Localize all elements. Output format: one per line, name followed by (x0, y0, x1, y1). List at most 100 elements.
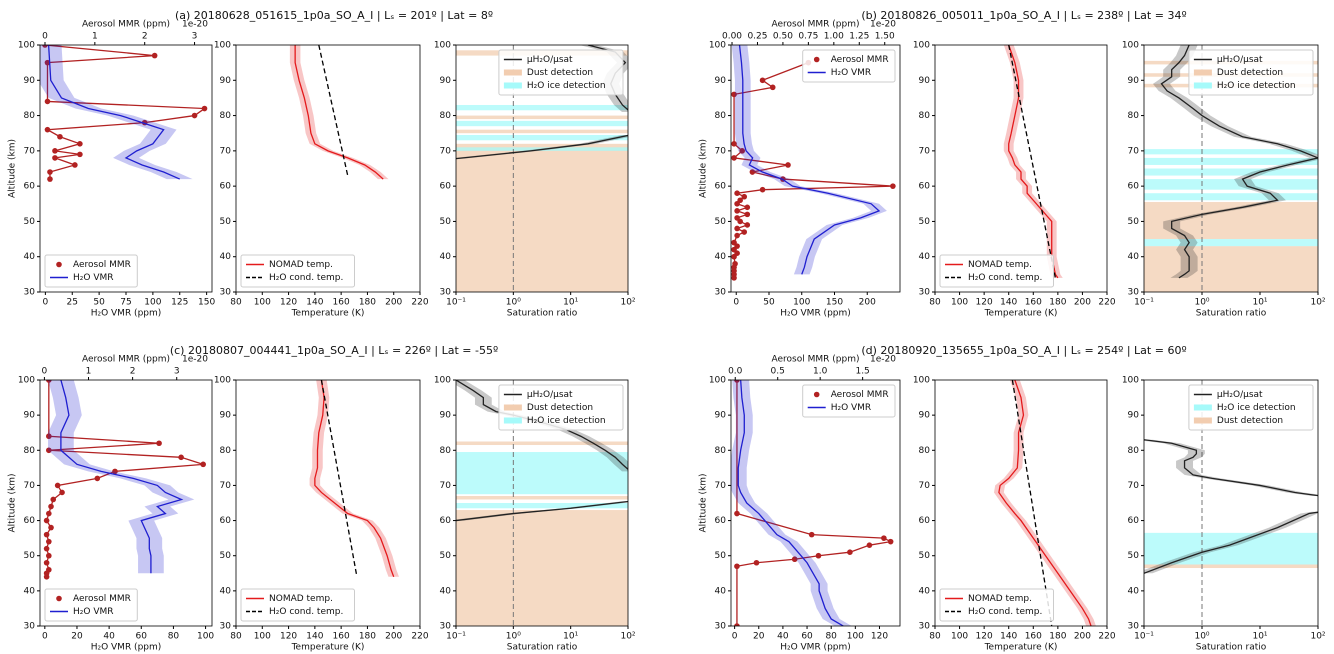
y-tick-label: 90 (440, 411, 452, 421)
axes-frame (730, 379, 901, 627)
legend-label: Dust detection (1217, 416, 1283, 426)
y-tick-label: 100 (709, 376, 726, 386)
y-tick-label: 90 (1128, 411, 1140, 421)
data-point (734, 380, 740, 383)
data-point (759, 77, 766, 84)
legend-label: Dust detection (527, 403, 593, 413)
x-tick-label: 100 (144, 298, 161, 308)
x-tick-label: 220 (1098, 632, 1115, 642)
panel-title: (d) 20180920_135655_1p0a_SO_A_I | Lₛ = 2… (861, 344, 1186, 357)
x-axis-label: Temperature (K) (291, 643, 365, 653)
panel-title: (a) 20180628_051615_1p0a_SO_A_I | Lₛ = 2… (175, 9, 493, 22)
x-tick-label: 25 (67, 298, 78, 308)
y-axis-label: Altitude (km) (699, 139, 709, 198)
profile-line (1008, 45, 1059, 279)
x-tick-label: 100 (847, 632, 864, 642)
y-tick-label: 70 (1128, 481, 1140, 491)
legend-label: H₂O cond. temp. (269, 273, 343, 283)
detection-band (456, 120, 628, 127)
axes-frame (934, 44, 1108, 293)
legend-label: μH₂O/μsat (1217, 55, 1263, 65)
data-point (749, 169, 756, 175)
y-tick-label: 80 (1128, 446, 1140, 456)
y-tick-label: 70 (715, 481, 727, 491)
x2-tick-label: 1.5 (855, 367, 869, 377)
y-tick-label: 60 (919, 516, 931, 526)
plot-area (40, 45, 208, 182)
data-point (43, 574, 50, 580)
x-tick-label: 200 (385, 298, 402, 308)
data-point (744, 222, 751, 228)
y-tick-label: 100 (709, 41, 726, 51)
y-tick-label: 80 (715, 446, 727, 456)
x-tick-label: 80 (230, 632, 242, 642)
x2-tick-label: 3 (192, 32, 198, 42)
data-point (200, 461, 206, 468)
y-tick-label: 80 (24, 446, 36, 456)
x-tick-label: 10¹ (1252, 632, 1267, 642)
data-point (734, 232, 740, 239)
legend-label: H₂O ice detection (1217, 403, 1296, 413)
y-tick-label: 30 (220, 288, 232, 298)
y-tick-label: 90 (24, 411, 36, 421)
y-tick-label: 30 (1128, 288, 1140, 298)
data-point (151, 52, 158, 59)
legend-label: H₂O ice detection (527, 81, 606, 91)
y-tick-label: 30 (24, 622, 36, 632)
profile-line (1160, 45, 1318, 279)
uncertainty-band (48, 380, 195, 574)
legend (44, 254, 138, 288)
x-tick-label: 10⁰ (506, 632, 521, 642)
y-tick-label: 70 (919, 481, 931, 491)
data-point (744, 211, 751, 218)
x-tick-label: 100 (793, 298, 810, 308)
data-point (731, 253, 737, 260)
y-tick-label: 60 (1128, 516, 1140, 526)
y-tick-label: 40 (440, 252, 452, 262)
plot-area (1003, 45, 1063, 279)
data-point (753, 559, 760, 566)
axes-frame (1143, 379, 1319, 627)
y-tick-label: 90 (715, 76, 727, 86)
legend (498, 384, 624, 431)
axes-frame (455, 379, 629, 627)
y-tick-label: 90 (715, 411, 727, 421)
uncertainty-band (309, 380, 399, 577)
x-tick-label: 10¹ (563, 632, 578, 642)
data-point (731, 141, 737, 147)
y-tick-label: 100 (1122, 41, 1139, 51)
y-tick-label: 80 (919, 446, 931, 456)
y-tick-label: 60 (715, 182, 727, 192)
legend-label: μH₂O/μsat (527, 55, 573, 65)
uncertainty-band (289, 45, 389, 180)
y-tick-label: 40 (919, 252, 931, 262)
x-tick-label: 10⁰ (1194, 298, 1209, 308)
legend-label: Aerosol MMR (73, 594, 131, 604)
x-tick-label: 180 (1049, 632, 1066, 642)
y-tick-label: 100 (18, 376, 35, 386)
legend-swatch (1193, 69, 1212, 76)
profile-line (1011, 380, 1053, 626)
profile-line (47, 45, 181, 180)
detection-band (1144, 168, 1318, 176)
data-point (744, 204, 751, 211)
x-tick-label: 40 (103, 632, 115, 642)
data-point (57, 133, 63, 140)
x-tick-label: 0 (42, 632, 48, 642)
plot-area (1144, 380, 1318, 626)
data-point (734, 510, 740, 517)
data-point (43, 559, 50, 566)
data-point (734, 225, 740, 232)
plot-area (731, 380, 894, 626)
detection-band (456, 104, 628, 111)
axes-frame (455, 44, 629, 293)
y-tick-label: 80 (24, 111, 36, 121)
x-tick-label: 120 (976, 632, 993, 642)
y-axis-label: Altitude (km) (699, 473, 709, 532)
y-tick-label: 70 (220, 481, 232, 491)
y-tick-label: 50 (440, 217, 452, 227)
data-point (731, 91, 737, 98)
panel-title: (b) 20180826_005011_1p0a_SO_A_I | Lₛ = 2… (861, 9, 1186, 22)
x-axis-label: Saturation ratio (1196, 643, 1267, 653)
y-tick-label: 50 (220, 217, 232, 227)
